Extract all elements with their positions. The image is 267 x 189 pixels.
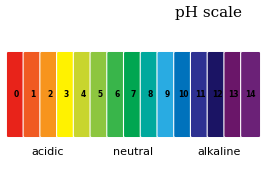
FancyBboxPatch shape (174, 51, 194, 138)
FancyBboxPatch shape (241, 51, 261, 138)
Text: 7: 7 (131, 90, 136, 99)
Text: 0: 0 (14, 90, 19, 99)
Text: 4: 4 (81, 90, 86, 99)
FancyBboxPatch shape (124, 51, 143, 138)
FancyBboxPatch shape (90, 51, 110, 138)
Text: 9: 9 (164, 90, 170, 99)
FancyBboxPatch shape (190, 51, 210, 138)
Text: 5: 5 (97, 90, 103, 99)
Text: 2: 2 (47, 90, 52, 99)
Text: pH scale: pH scale (175, 6, 242, 20)
FancyBboxPatch shape (57, 51, 77, 138)
FancyBboxPatch shape (140, 51, 160, 138)
Text: 12: 12 (212, 90, 222, 99)
Text: 6: 6 (114, 90, 119, 99)
Text: 1: 1 (30, 90, 36, 99)
FancyBboxPatch shape (224, 51, 244, 138)
Text: 10: 10 (178, 90, 189, 99)
Text: 8: 8 (148, 90, 153, 99)
FancyBboxPatch shape (107, 51, 127, 138)
Text: alkaline: alkaline (197, 147, 241, 157)
FancyBboxPatch shape (6, 51, 26, 138)
FancyBboxPatch shape (73, 51, 93, 138)
FancyBboxPatch shape (40, 51, 60, 138)
FancyBboxPatch shape (207, 51, 227, 138)
Text: neutral: neutral (113, 147, 154, 157)
Text: 14: 14 (245, 90, 256, 99)
FancyBboxPatch shape (23, 51, 43, 138)
Text: 13: 13 (229, 90, 239, 99)
FancyBboxPatch shape (157, 51, 177, 138)
Text: 3: 3 (64, 90, 69, 99)
Text: 11: 11 (195, 90, 206, 99)
Text: acidic: acidic (32, 147, 64, 157)
